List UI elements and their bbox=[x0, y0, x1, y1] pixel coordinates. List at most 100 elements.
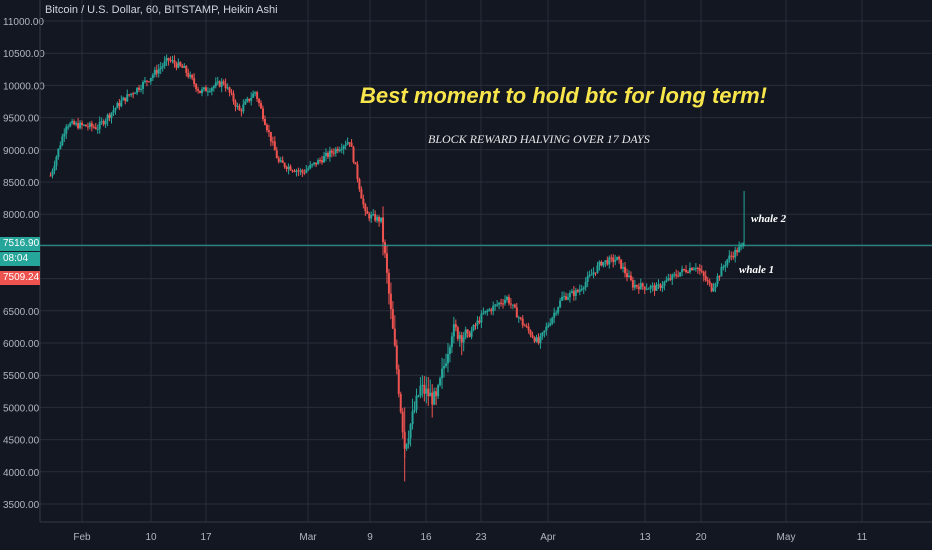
candle-body bbox=[710, 283, 713, 292]
candle-body bbox=[273, 141, 276, 151]
candle-body bbox=[338, 149, 341, 152]
candle-body bbox=[637, 286, 640, 290]
candle-body bbox=[547, 325, 550, 327]
candle-body bbox=[183, 66, 186, 68]
candle-body bbox=[51, 170, 54, 176]
candle-body bbox=[671, 274, 674, 280]
candle-body bbox=[718, 276, 721, 278]
candle-body bbox=[228, 87, 231, 93]
candle-body bbox=[336, 148, 339, 152]
candle-body bbox=[167, 58, 170, 61]
candle-body bbox=[149, 77, 152, 82]
x-tick-label: 10 bbox=[145, 532, 157, 543]
candle-body bbox=[242, 104, 245, 112]
candle-body bbox=[94, 127, 97, 129]
candle-body bbox=[659, 284, 662, 289]
candle-body bbox=[299, 170, 302, 172]
candle-body bbox=[153, 69, 156, 76]
candle-body bbox=[177, 62, 180, 68]
candle-body bbox=[326, 152, 329, 157]
candle-body bbox=[423, 384, 426, 394]
candle-body bbox=[317, 160, 320, 165]
halving-annotation: BLOCK REWARD HALVING OVER 17 DAYS bbox=[428, 132, 650, 146]
candle-body bbox=[262, 108, 265, 119]
candle-body bbox=[738, 246, 741, 253]
candle-body bbox=[230, 92, 233, 94]
candle-body bbox=[456, 327, 459, 339]
candle-body bbox=[576, 289, 579, 292]
candle-body bbox=[59, 145, 62, 149]
candle-body bbox=[588, 274, 591, 277]
y-tick-label: 3500.00 bbox=[3, 500, 40, 511]
candle-body bbox=[446, 353, 449, 364]
candle-body bbox=[370, 214, 373, 219]
candle-body bbox=[441, 368, 444, 379]
candle-body bbox=[114, 108, 117, 111]
candle-body bbox=[419, 385, 422, 396]
candle-body bbox=[130, 93, 133, 96]
candle-body bbox=[590, 274, 593, 276]
candle-body bbox=[604, 260, 607, 263]
candle-body bbox=[681, 269, 684, 273]
candle-body bbox=[246, 98, 249, 102]
candle-body bbox=[466, 329, 469, 334]
candle-body bbox=[572, 291, 575, 296]
candle-body bbox=[568, 293, 571, 298]
candle-body bbox=[352, 146, 355, 163]
x-tick-label: 23 bbox=[475, 532, 487, 543]
candle-body bbox=[100, 121, 103, 123]
candle-body bbox=[527, 326, 530, 331]
candle-body bbox=[507, 297, 510, 304]
candle-body bbox=[722, 266, 725, 268]
candle-body bbox=[700, 270, 703, 272]
candle-body bbox=[391, 309, 394, 329]
candle-body bbox=[437, 385, 440, 397]
candle-body bbox=[724, 265, 727, 267]
candle-body bbox=[204, 87, 207, 92]
candle-body bbox=[222, 81, 225, 84]
candle-body bbox=[57, 148, 60, 157]
candle-body bbox=[210, 88, 213, 92]
candle-body bbox=[622, 267, 625, 269]
candle-body bbox=[163, 61, 166, 66]
candle-body bbox=[271, 141, 274, 143]
candle-body bbox=[73, 121, 76, 125]
candle-body bbox=[679, 272, 682, 277]
candle-body bbox=[383, 242, 386, 254]
candle-body bbox=[277, 158, 280, 162]
candle-body bbox=[350, 142, 353, 147]
candle-body bbox=[624, 267, 627, 274]
candle-body bbox=[358, 179, 361, 190]
candle-body bbox=[515, 307, 518, 318]
candle-body bbox=[484, 310, 487, 313]
candle-body bbox=[220, 81, 223, 87]
candle-body bbox=[653, 285, 656, 291]
x-tick-label: 9 bbox=[367, 532, 373, 543]
candle-body bbox=[608, 257, 611, 265]
candle-body bbox=[417, 395, 420, 397]
y-tick-label: 5000.00 bbox=[3, 403, 40, 414]
candle-body bbox=[415, 395, 418, 410]
candle-body bbox=[606, 260, 609, 265]
candle-body bbox=[594, 272, 597, 274]
candle-body bbox=[706, 280, 709, 282]
candle-body bbox=[439, 378, 442, 386]
x-tick-label: 20 bbox=[695, 532, 707, 543]
candle-body bbox=[232, 93, 235, 102]
candle-body bbox=[443, 366, 446, 369]
candle-body bbox=[346, 142, 349, 145]
candle-body bbox=[525, 326, 528, 328]
candle-body bbox=[281, 160, 284, 164]
x-tick-label: Mar bbox=[299, 532, 317, 543]
candle-body bbox=[305, 169, 308, 173]
candle-body bbox=[399, 393, 402, 412]
x-tick-label: May bbox=[777, 532, 796, 543]
candle-body bbox=[110, 112, 113, 118]
candle-body bbox=[448, 347, 451, 354]
candle-body bbox=[452, 324, 455, 337]
candle-body bbox=[494, 304, 497, 306]
candle-body bbox=[224, 83, 227, 89]
candle-body bbox=[685, 269, 688, 273]
candle-body bbox=[187, 72, 190, 77]
